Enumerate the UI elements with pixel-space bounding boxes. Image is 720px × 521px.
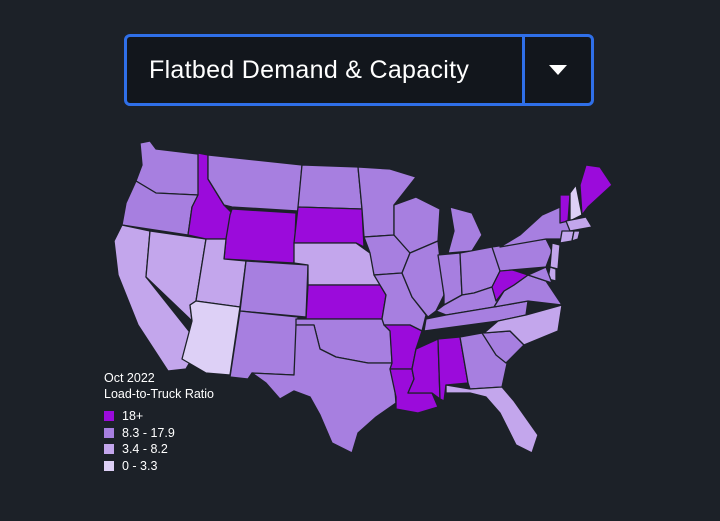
state-md[interactable]	[527, 266, 553, 284]
legend-item: 0 - 3.3	[104, 458, 214, 475]
state-nj[interactable]	[549, 242, 561, 270]
legend-label: 0 - 3.3	[122, 458, 158, 473]
chevron-down-icon	[549, 65, 567, 75]
state-nc[interactable]	[483, 304, 563, 346]
legend-label: 3.4 - 8.2	[122, 442, 168, 457]
state-ks[interactable]	[305, 284, 387, 320]
legend-item: 3.4 - 8.2	[104, 441, 214, 458]
state-il[interactable]	[401, 240, 445, 318]
dropdown-label: Flatbed Demand & Capacity	[127, 37, 525, 103]
state-fl[interactable]	[445, 384, 539, 454]
map-type-dropdown[interactable]: Flatbed Demand & Capacity	[124, 34, 594, 106]
legend-swatch	[104, 411, 114, 422]
map-legend: Oct 2022 Load-to-Truck Ratio 18+ 8.3 - 17…	[104, 370, 214, 474]
legend-swatch	[104, 444, 114, 455]
legend-label: 18+	[122, 409, 144, 424]
state-tx[interactable]	[251, 324, 397, 454]
state-me[interactable]	[579, 164, 613, 216]
state-vt[interactable]	[559, 194, 571, 224]
state-ri[interactable]	[571, 230, 581, 242]
state-mi[interactable]	[447, 206, 483, 254]
state-mt[interactable]	[207, 154, 303, 212]
state-nm[interactable]	[229, 310, 299, 380]
state-co[interactable]	[239, 260, 309, 318]
dropdown-toggle[interactable]	[525, 37, 591, 103]
legend-swatch	[104, 427, 114, 438]
legend-item: 18+	[104, 408, 214, 425]
legend-items: 18+ 8.3 - 17.9 3.4 - 8.2 0 - 3.3	[104, 408, 214, 474]
state-az[interactable]	[181, 300, 241, 376]
legend-label: 8.3 - 17.9	[122, 425, 175, 440]
legend-item: 8.3 - 17.9	[104, 425, 214, 442]
state-ma[interactable]	[565, 216, 593, 232]
state-sd[interactable]	[293, 206, 365, 248]
state-nd[interactable]	[297, 164, 363, 210]
us-states-map	[113, 140, 613, 454]
legend-period: Oct 2022	[104, 371, 155, 385]
legend-metric: Load-to-Truck Ratio	[104, 387, 214, 401]
state-wy[interactable]	[223, 208, 297, 264]
legend-swatch	[104, 460, 114, 471]
